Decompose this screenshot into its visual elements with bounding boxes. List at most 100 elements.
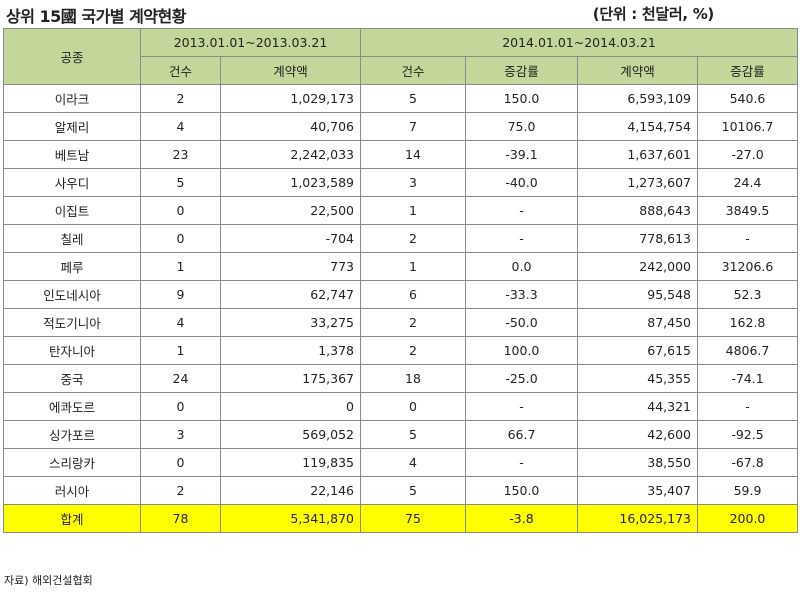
cell-country: 스리랑카 bbox=[3, 448, 141, 477]
cell-country: 싱가포르 bbox=[3, 420, 141, 449]
page-title: 상위 15國 국가별 계약현황 bbox=[6, 7, 186, 26]
cell-count-2013: 2 bbox=[140, 84, 221, 113]
cell-amount-2014: 35,407 bbox=[577, 476, 698, 505]
cell-count-2013: 0 bbox=[140, 196, 221, 225]
cell-count-change: 150.0 bbox=[465, 84, 578, 113]
unit-label: (단위 : 천달러, %) bbox=[592, 5, 715, 23]
cell-count-change: 75.0 bbox=[465, 112, 578, 141]
cell-country: 칠레 bbox=[3, 224, 141, 253]
total-amount-2013: 5,341,870 bbox=[220, 504, 361, 533]
cell-count-2014: 0 bbox=[360, 392, 466, 421]
table-row: 베트남 23 2,242,033 14 -39.1 1,637,601 -27.0 bbox=[3, 140, 798, 169]
cell-count-2014: 18 bbox=[360, 364, 466, 393]
table-row: 탄자니아 1 1,378 2 100.0 67,615 4806.7 bbox=[3, 336, 798, 365]
cell-count-change: -25.0 bbox=[465, 364, 578, 393]
cell-count-2014: 5 bbox=[360, 84, 466, 113]
cell-amount-change: 4806.7 bbox=[697, 336, 798, 365]
total-row: 합계 78 5,341,870 75 -3.8 16,025,173 200.0 bbox=[3, 504, 798, 533]
table-row: 칠레 0 -704 2-778,613- bbox=[3, 224, 798, 253]
cell-country: 중국 bbox=[3, 364, 141, 393]
table-row: 이라크 2 1,029,173 5 150.0 6,593,109 540.6 bbox=[3, 84, 798, 113]
cell-amount-2013: 2,242,033 bbox=[220, 140, 361, 169]
cell-amount-change: 31206.6 bbox=[697, 252, 798, 281]
header-amount-change: 증감률 bbox=[697, 56, 798, 85]
cell-amount-2013: 119,835 bbox=[220, 448, 361, 477]
table-row: 알제리 4 40,706 7 75.0 4,154,754 10106.7 bbox=[3, 112, 798, 141]
cell-count-2013: 4 bbox=[140, 112, 221, 141]
cell-count-2013: 0 bbox=[140, 224, 221, 253]
cell-amount-2014: 87,450 bbox=[577, 308, 698, 337]
cell-count-2014: 6 bbox=[360, 280, 466, 309]
cell-count-2013: 1 bbox=[140, 252, 221, 281]
cell-country: 베트남 bbox=[3, 140, 141, 169]
cell-count-2013: 9 bbox=[140, 280, 221, 309]
total-amount-change: 200.0 bbox=[697, 504, 798, 533]
cell-country: 이집트 bbox=[3, 196, 141, 225]
cell-amount-2014: 242,000 bbox=[577, 252, 698, 281]
total-country: 합계 bbox=[3, 504, 141, 533]
cell-amount-change: 59.9 bbox=[697, 476, 798, 505]
cell-count-change: - bbox=[465, 196, 578, 225]
cell-count-change: -50.0 bbox=[465, 308, 578, 337]
cell-count-2014: 5 bbox=[360, 476, 466, 505]
cell-country: 알제리 bbox=[3, 112, 141, 141]
cell-amount-2013: 1,023,589 bbox=[220, 168, 361, 197]
cell-count-2013: 0 bbox=[140, 392, 221, 421]
cell-count-change: - bbox=[465, 448, 578, 477]
source-note: 자료) 해외건설협회 bbox=[4, 574, 93, 587]
cell-amount-change: -92.5 bbox=[697, 420, 798, 449]
cell-amount-2014: 778,613 bbox=[577, 224, 698, 253]
table-row: 적도기니아 4 33,275 2 -50.0 87,450 162.8 bbox=[3, 308, 798, 337]
cell-count-2013: 1 bbox=[140, 336, 221, 365]
cell-amount-2013: 22,146 bbox=[220, 476, 361, 505]
cell-country: 이라크 bbox=[3, 84, 141, 113]
cell-amount-2013: 175,367 bbox=[220, 364, 361, 393]
cell-amount-2013: 33,275 bbox=[220, 308, 361, 337]
cell-country: 러시아 bbox=[3, 476, 141, 505]
cell-amount-change: -27.0 bbox=[697, 140, 798, 169]
cell-amount-2014: 1,273,607 bbox=[577, 168, 698, 197]
cell-amount-2014: 67,615 bbox=[577, 336, 698, 365]
header-count-2014: 건수 bbox=[360, 56, 466, 85]
cell-amount-2014: 38,550 bbox=[577, 448, 698, 477]
table-row: 싱가포르 3 569,052 5 66.7 42,600 -92.5 bbox=[3, 420, 798, 449]
cell-count-2014: 2 bbox=[360, 224, 466, 253]
cell-amount-change: -67.8 bbox=[697, 448, 798, 477]
cell-country: 인도네시아 bbox=[3, 280, 141, 309]
cell-count-change: - bbox=[465, 392, 578, 421]
header-count-change: 증감률 bbox=[465, 56, 578, 85]
cell-amount-2013: 1,029,173 bbox=[220, 84, 361, 113]
cell-count-change: - bbox=[465, 224, 578, 253]
cell-amount-change: 162.8 bbox=[697, 308, 798, 337]
cell-country: 에콰도르 bbox=[3, 392, 141, 421]
total-count-change: -3.8 bbox=[465, 504, 578, 533]
cell-count-2014: 2 bbox=[360, 308, 466, 337]
cell-amount-2013: 1,378 bbox=[220, 336, 361, 365]
cell-count-2013: 24 bbox=[140, 364, 221, 393]
total-count-2014: 75 bbox=[360, 504, 466, 533]
cell-count-change: -33.3 bbox=[465, 280, 578, 309]
table-row: 이집트 0 22,500 1-888,643 3849.5 bbox=[3, 196, 798, 225]
cell-count-2014: 4 bbox=[360, 448, 466, 477]
cell-amount-2013: 0 bbox=[220, 392, 361, 421]
cell-count-2014: 2 bbox=[360, 336, 466, 365]
cell-amount-change: 10106.7 bbox=[697, 112, 798, 141]
cell-count-change: 100.0 bbox=[465, 336, 578, 365]
cell-amount-2014: 888,643 bbox=[577, 196, 698, 225]
table-row: 인도네시아 9 62,747 6 -33.3 95,548 52.3 bbox=[3, 280, 798, 309]
table-row: 에콰도르 0 0 0-44,321- bbox=[3, 392, 798, 421]
cell-amount-2013: 62,747 bbox=[220, 280, 361, 309]
cell-amount-2013: 569,052 bbox=[220, 420, 361, 449]
cell-count-2013: 2 bbox=[140, 476, 221, 505]
cell-count-change: -39.1 bbox=[465, 140, 578, 169]
cell-count-change: -40.0 bbox=[465, 168, 578, 197]
header-period-2014: 2014.01.01~2014.03.21 bbox=[360, 28, 798, 57]
header-amount-2014: 계약액 bbox=[577, 56, 698, 85]
cell-amount-change: 540.6 bbox=[697, 84, 798, 113]
header-category: 공종 bbox=[3, 28, 141, 85]
table-row: 스리랑카 0 119,835 4-38,550 -67.8 bbox=[3, 448, 798, 477]
cell-amount-2014: 6,593,109 bbox=[577, 84, 698, 113]
header-period-2013: 2013.01.01~2013.03.21 bbox=[140, 28, 361, 57]
cell-count-2014: 1 bbox=[360, 196, 466, 225]
total-count-2013: 78 bbox=[140, 504, 221, 533]
